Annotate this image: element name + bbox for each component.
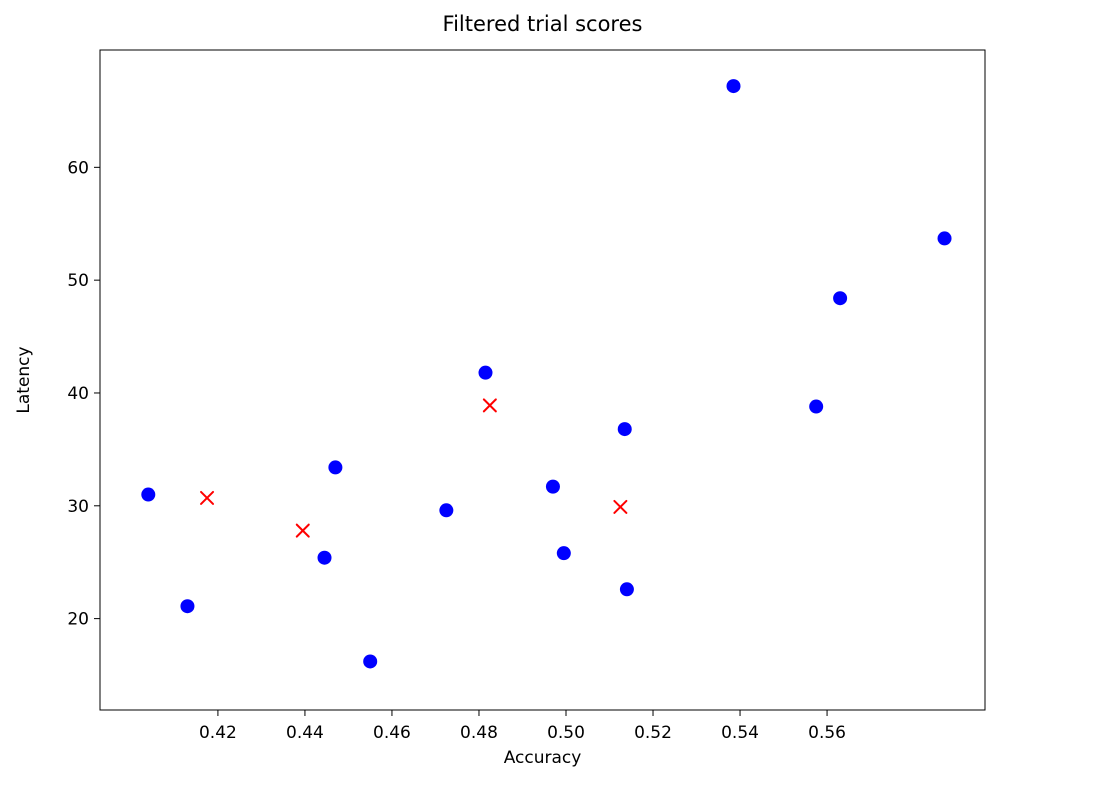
scatter-point-circle — [180, 599, 195, 614]
x-tick-label: 0.54 — [721, 723, 759, 743]
chart-title: Filtered trial scores — [442, 12, 643, 36]
x-tick-label: 0.42 — [199, 723, 237, 743]
x-tick-label: 0.56 — [808, 723, 846, 743]
scatter-point-circle — [617, 422, 632, 437]
scatter-point-x — [482, 398, 497, 413]
x-tick-label: 0.48 — [460, 723, 498, 743]
x-tick-label: 0.50 — [547, 723, 585, 743]
scatter-point-circle — [545, 479, 560, 494]
x-tick-label: 0.52 — [634, 723, 672, 743]
scatter-point-x — [613, 499, 628, 514]
x-tick-label: 0.46 — [373, 723, 411, 743]
axes-box — [99, 49, 986, 711]
scatter-point-x — [295, 523, 310, 538]
scatter-point-circle — [328, 460, 343, 475]
scatter-point-circle — [809, 399, 824, 414]
scatter-point-circle — [726, 79, 741, 94]
y-tick-label: 50 — [67, 271, 89, 291]
scatter-point-circle — [937, 231, 952, 246]
scatter-point-x — [200, 490, 215, 505]
scatter-point-circle — [363, 654, 378, 669]
scatter-point-circle — [317, 550, 332, 565]
scatter-point-circle — [833, 291, 848, 306]
scatter-point-circle — [556, 546, 571, 561]
scatter-point-circle — [478, 365, 493, 380]
y-tick-label: 30 — [67, 497, 89, 517]
scatter-point-circle — [439, 503, 454, 518]
scatter-point-circle — [141, 487, 156, 502]
scatter-point-circle — [619, 582, 634, 597]
x-axis-label: Accuracy — [503, 748, 582, 768]
x-tick-label: 0.44 — [286, 723, 324, 743]
y-tick-label: 20 — [67, 610, 89, 630]
y-tick-label: 40 — [67, 384, 89, 404]
y-tick-label: 60 — [67, 158, 89, 178]
